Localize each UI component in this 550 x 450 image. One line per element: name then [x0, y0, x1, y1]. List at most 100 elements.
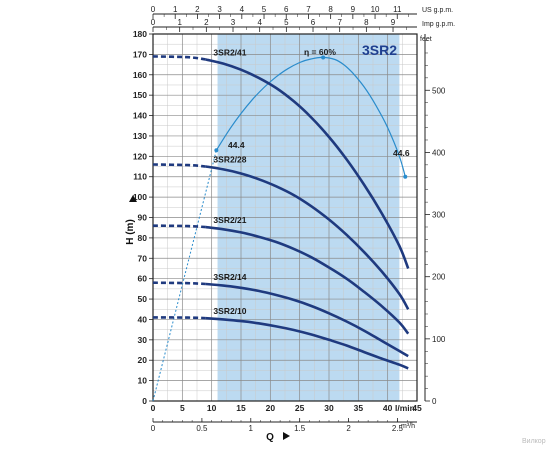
meter-tick-label: 40: [138, 314, 148, 324]
usgpm-tick-label: 5: [262, 5, 267, 14]
usgpm-tick-label: 9: [351, 5, 356, 14]
lmin-tick-label: 30: [324, 403, 334, 413]
meter-tick-label: 0: [142, 396, 147, 406]
watermark: Вилкор: [522, 438, 546, 445]
efficiency-end-point: [403, 174, 408, 179]
impgpm-unit-label: Imp g.p.m.: [422, 21, 455, 28]
impgpm-tick-label: 5: [284, 18, 289, 27]
usgpm-tick-label: 6: [284, 5, 289, 14]
chart-title: 3SR2: [362, 42, 397, 58]
meter-tick-label: 110: [133, 172, 147, 182]
meter-tick-label: 140: [133, 111, 147, 121]
efficiency-label: η = 60%: [304, 47, 336, 57]
usgpm-tick-label: 10: [371, 5, 380, 14]
meter-tick-label: 70: [138, 253, 148, 263]
efficiency-left-value: 44.4: [228, 140, 245, 150]
lmin-tick-label: 5: [180, 403, 185, 413]
m3h-tick-label: 0: [151, 424, 156, 433]
feet-tick-label: 500: [432, 86, 446, 95]
usgpm-tick-label: 8: [328, 5, 333, 14]
impgpm-tick-label: 4: [257, 18, 262, 27]
meter-tick-label: 60: [138, 274, 148, 284]
impgpm-tick-label: 2: [204, 18, 209, 27]
lmin-tick-label: 25: [295, 403, 305, 413]
impgpm-tick-label: 1: [177, 18, 182, 27]
pump-curve-dashed-3sr2-28: [152, 163, 206, 168]
pump-curve-dashed-3sr2-21: [152, 224, 206, 229]
feet-ticks: 0 100 200 300 400 500 feet: [420, 36, 446, 406]
series-layer: [152, 55, 410, 370]
impgpm-tick-label: 0: [151, 18, 156, 27]
pump-curve-3sr2-21: [205, 225, 410, 335]
m3h-tick-label: 2: [346, 424, 351, 433]
meter-ticks: 0 10 20 30 40 50 60 70 80 90 100 110 120 130 140 150 160…: [133, 29, 153, 406]
pump-curve-3sr2-14: [205, 282, 409, 358]
lmin-ticks: 0 5 10 15 20 25 30 35 40 45: [151, 403, 422, 413]
meter-tick-label: 30: [138, 335, 148, 345]
impgpm-tick-label: 3: [231, 18, 236, 27]
meter-tick-label: 80: [138, 233, 148, 243]
feet-tick-label: 300: [432, 211, 446, 220]
feet-unit-label: feet: [420, 36, 432, 43]
series-label: 3SR2/14: [213, 272, 246, 282]
usgpm-ticks: 0 1 2 3 4 5 6 7 8 9 10 11: [151, 5, 409, 19]
efficiency-layer: [152, 55, 408, 402]
meter-tick-label: 150: [133, 90, 147, 100]
m3h-tick-label: 1: [249, 424, 254, 433]
y-axis-arrow-icon: [129, 195, 137, 202]
impgpm-tick-label: 7: [337, 18, 342, 27]
usgpm-tick-label: 2: [195, 5, 200, 14]
efficiency-start-point: [214, 148, 219, 153]
lmin-tick-label: 15: [236, 403, 246, 413]
feet-tick-label: 0: [432, 397, 437, 406]
meter-tick-label: 50: [138, 294, 148, 304]
lmin-tick-label: 45: [412, 403, 422, 413]
lmin-tick-label: 40: [383, 403, 393, 413]
meter-tick-label: 20: [138, 355, 148, 365]
series-labels: 3SR2/41 3SR2/28 3SR2/21 3SR2/14 3SR2/10: [213, 47, 246, 316]
feet-tick-label: 400: [432, 148, 446, 157]
m3h-ticks: 0 0.5 1 1.5 2 2.5: [151, 418, 408, 433]
usgpm-tick-label: 11: [393, 5, 402, 14]
m3h-unit-label: m³/h: [401, 423, 415, 430]
meter-tick-label: 130: [133, 131, 147, 141]
usgpm-tick-label: 0: [151, 5, 156, 14]
feet-tick-label: 200: [432, 273, 446, 282]
usgpm-tick-label: 1: [173, 5, 178, 14]
meter-tick-label: 90: [138, 213, 148, 223]
lmin-tick-label: 10: [207, 403, 217, 413]
efficiency-right-value: 44.6: [393, 148, 410, 158]
impgpm-tick-label: 8: [364, 18, 369, 27]
series-label: 3SR2/10: [213, 306, 246, 316]
efficiency-peak-point: [321, 55, 326, 60]
impgpm-tick-label: 6: [311, 18, 316, 27]
meter-tick-label: 10: [138, 376, 148, 386]
pump-curve-3sr2-28: [205, 165, 410, 310]
meter-tick-label: 120: [133, 151, 147, 161]
m3h-tick-label: 1.5: [294, 424, 306, 433]
series-label: 3SR2/41: [213, 47, 246, 57]
series-label: 3SR2/28: [213, 155, 246, 165]
y-axis-title: H (m): [125, 219, 136, 245]
m3h-tick-label: 0.5: [196, 424, 208, 433]
lmin-tick-label: 0: [151, 403, 156, 413]
feet-tick-label: 100: [432, 335, 446, 344]
m3h-tick-label: 2.5: [392, 424, 404, 433]
x-axis-arrow-icon: [283, 432, 290, 440]
usgpm-tick-label: 7: [306, 5, 311, 14]
usgpm-unit-label: US g.p.m.: [422, 7, 453, 14]
impgpm-tick-label: 9: [391, 18, 396, 27]
series-label: 3SR2/21: [213, 215, 246, 225]
efficiency-extension-line: [152, 150, 217, 402]
usgpm-tick-label: 3: [217, 5, 222, 14]
meter-tick-label: 180: [133, 29, 147, 39]
pump-curve-dashed-3sr2-10: [152, 316, 206, 320]
meter-tick-label: 160: [133, 70, 147, 80]
pump-curve-dashed-3sr2-14: [152, 281, 206, 286]
pump-curve-3sr2-41: [205, 58, 410, 269]
pump-curve-3sr2-10: [205, 316, 409, 370]
lmin-tick-label: 35: [354, 403, 364, 413]
impgpm-ticks: 0 1 2 3 4 5 6 7 8 9: [151, 18, 407, 32]
meter-tick-label: 100: [133, 192, 147, 202]
